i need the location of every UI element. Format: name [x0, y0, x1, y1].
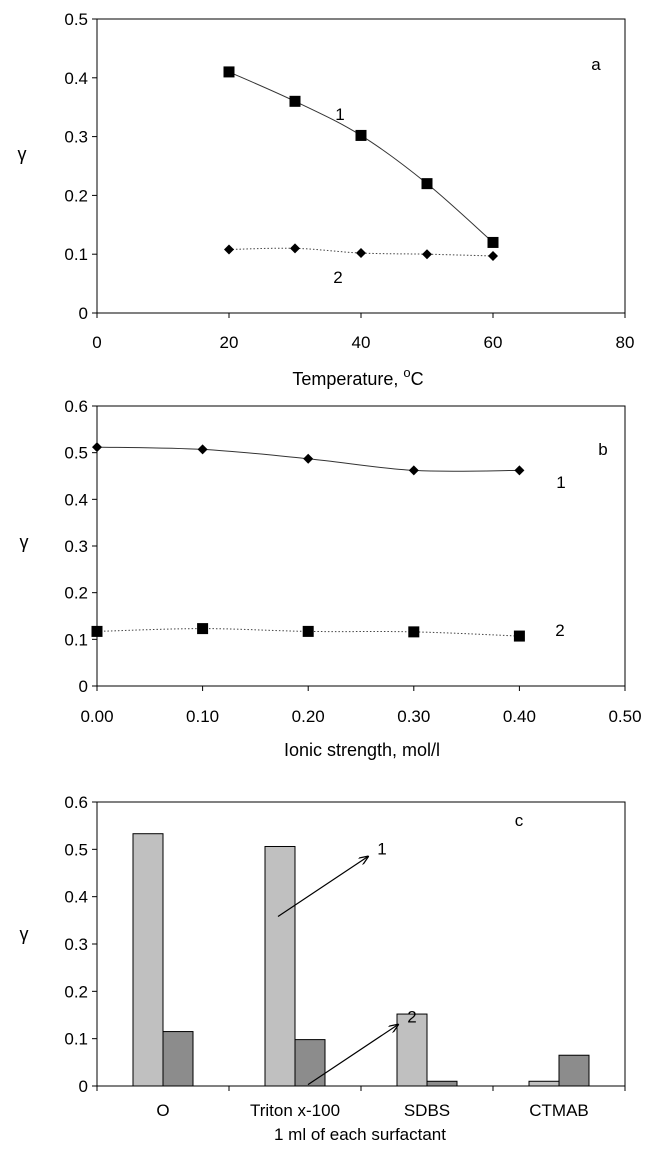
chart-panel-a: 0 0.1 0.2 0.3 0.4 0.5 0 20 40 60 80 1 2 a γ Temperature…: [18, 10, 635, 389]
x-tick-label: 0.10: [186, 707, 219, 726]
data-point: [408, 465, 419, 476]
x-tick-label: 40: [352, 333, 371, 352]
y-tick-label: 0: [79, 304, 88, 323]
panel-label: c: [515, 811, 524, 830]
series-label: 2: [333, 268, 342, 287]
y-tick-label: 0.5: [64, 444, 88, 463]
y-axis-label: γ: [20, 532, 29, 552]
data-point: [421, 178, 433, 190]
data-point: [91, 625, 103, 637]
annotation-arrow: [277, 856, 368, 917]
series-label: 1: [335, 105, 344, 124]
annotation-arrow: [307, 1025, 398, 1086]
y-axis-label: γ: [20, 924, 29, 944]
y-tick-label: 0.3: [64, 537, 88, 556]
plot-frame: [96, 18, 626, 314]
y-tick-label: 0.4: [64, 888, 88, 907]
bar: [132, 833, 164, 1087]
y-tick-label: 0.1: [64, 245, 88, 264]
category-label: Triton x-100: [250, 1101, 340, 1120]
data-point: [487, 236, 499, 248]
x-tick-label: 0.00: [80, 707, 113, 726]
y-tick-label: 0.2: [64, 584, 88, 603]
x-tick-label: 0: [92, 333, 101, 352]
data-point: [408, 626, 420, 638]
y-tick-label: 0.4: [64, 69, 88, 88]
x-tick-label: 80: [616, 333, 635, 352]
data-point: [197, 623, 209, 635]
y-tick-label: 0.1: [64, 630, 88, 649]
data-point: [289, 95, 301, 107]
data-point: [224, 244, 234, 255]
series-label: 2: [555, 621, 564, 640]
bar: [426, 1080, 458, 1087]
x-axis-label: Ionic strength, mol/l: [284, 740, 440, 760]
x-tick-label: 0.50: [608, 707, 641, 726]
data-point: [356, 248, 366, 259]
y-tick-label: 0.5: [64, 10, 88, 29]
annotation-label: 2: [407, 1008, 416, 1027]
bar: [264, 845, 296, 1087]
y-axis-label: γ: [18, 144, 27, 164]
data-point: [290, 243, 300, 254]
panel-label: a: [591, 55, 601, 74]
data-point: [513, 630, 525, 642]
bar: [396, 1013, 428, 1087]
data-point: [197, 444, 208, 455]
y-tick-label: 0.6: [64, 397, 88, 416]
category-label: O: [156, 1101, 169, 1120]
bar: [294, 1039, 326, 1087]
series-label: 1: [556, 473, 565, 492]
category-label: CTMAB: [529, 1101, 589, 1120]
x-tick-label: 0.40: [503, 707, 536, 726]
x-tick-label: 0.30: [397, 707, 430, 726]
y-tick-label: 0.5: [64, 840, 88, 859]
x-tick-label: 60: [484, 333, 503, 352]
data-point: [302, 625, 314, 637]
y-tick-label: 0.1: [64, 1030, 88, 1049]
category-label: SDBS: [404, 1101, 450, 1120]
data-point: [422, 249, 432, 260]
x-axis-label: 1 ml of each surfactant: [274, 1125, 446, 1144]
panel-label: b: [598, 440, 607, 459]
annotation-label: 1: [377, 839, 386, 858]
y-tick-label: 0.3: [64, 935, 88, 954]
x-axis-label: Temperature, oC: [292, 365, 423, 389]
chart-panel-c: 0 0.1 0.2 0.3 0.4 0.5 0.6 O Triton x-100 SDBS CTMA…: [20, 793, 626, 1144]
y-tick-label: 0.4: [64, 490, 88, 509]
y-tick-label: 0: [79, 1077, 88, 1096]
bar: [528, 1080, 560, 1087]
y-tick-label: 0.6: [64, 793, 88, 812]
data-point: [92, 442, 102, 453]
chart-panel-b: 0 0.1 0.2 0.3 0.4 0.5 0.6 0.00 0.10 0.20 0.30 0.40 0…: [20, 397, 642, 760]
y-tick-label: 0: [79, 677, 88, 696]
y-tick-label: 0.3: [64, 128, 88, 147]
data-point: [488, 250, 498, 261]
series-line-1: [228, 71, 494, 243]
data-point: [303, 453, 314, 464]
x-tick-label: 20: [220, 333, 239, 352]
bar: [558, 1054, 590, 1087]
bar: [162, 1031, 194, 1087]
data-point: [355, 129, 367, 141]
y-tick-label: 0.2: [64, 982, 88, 1001]
x-tick-label: 0.20: [292, 707, 325, 726]
data-point: [223, 66, 235, 78]
y-tick-label: 0.2: [64, 186, 88, 205]
data-point: [514, 465, 525, 476]
